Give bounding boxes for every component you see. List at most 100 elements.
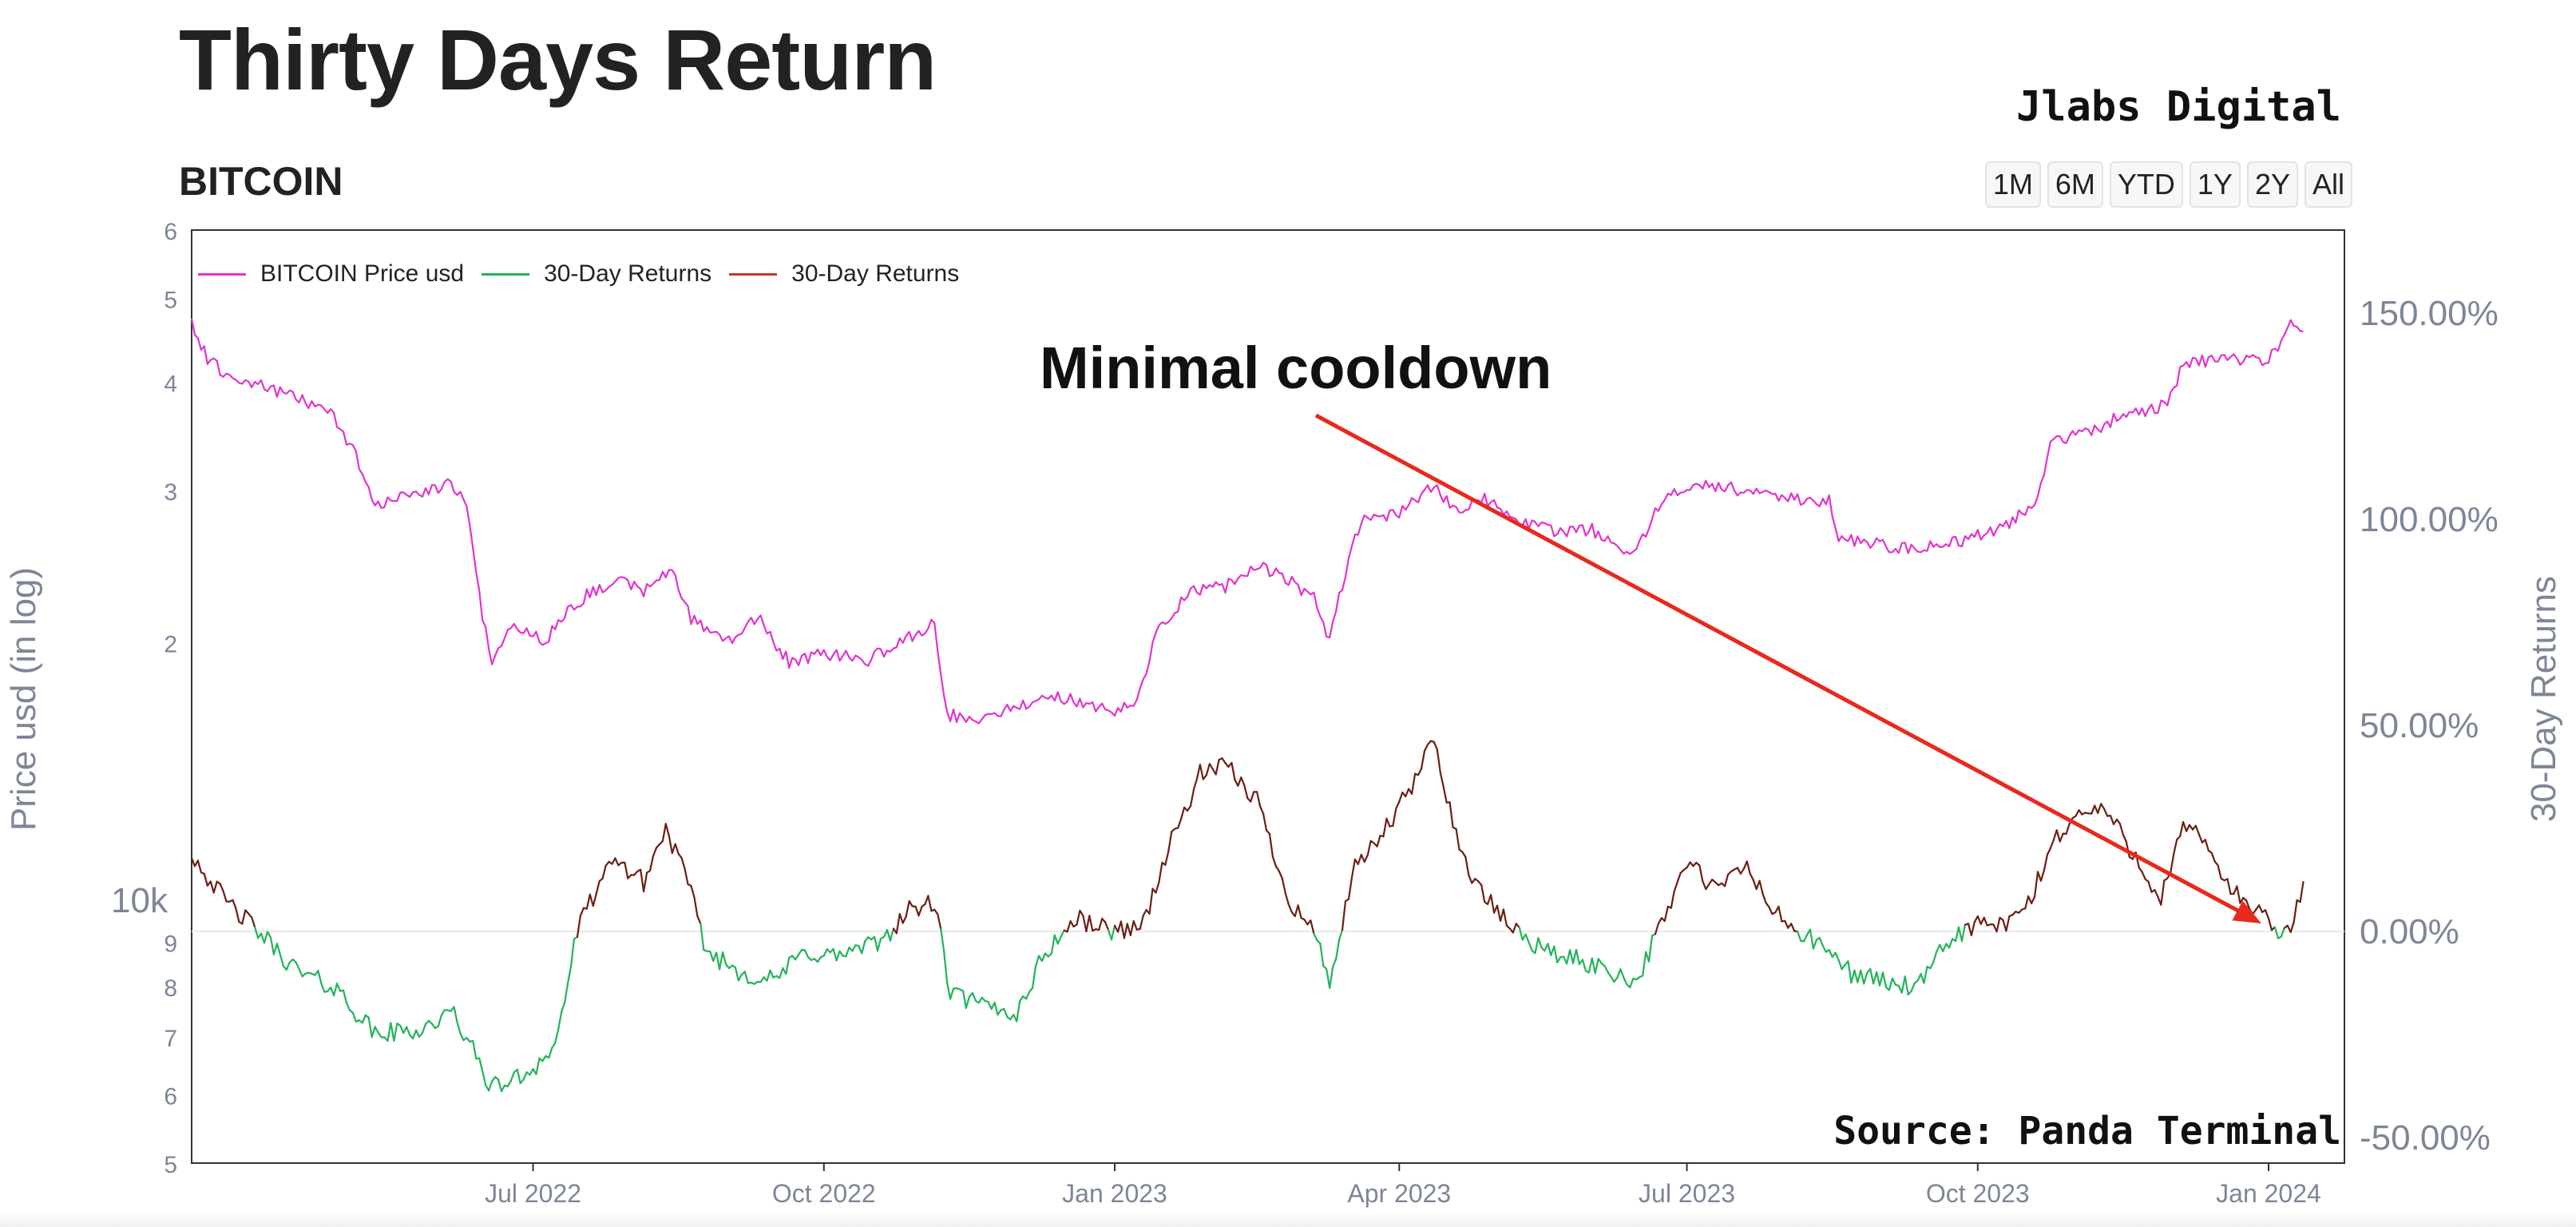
returns-segment — [661, 823, 667, 843]
returns-segment — [1834, 951, 1840, 962]
returns-segment — [351, 1011, 357, 1023]
returns-segment — [2024, 895, 2030, 910]
returns-segment — [1768, 906, 1773, 915]
returns-segment — [1749, 872, 1754, 881]
returns-segment — [1623, 976, 1628, 986]
returns-segment — [1262, 812, 1268, 832]
returns-segment — [1876, 971, 1881, 987]
returns-segment — [1967, 923, 1972, 936]
returns-segment — [993, 1002, 999, 1016]
returns-segment — [1568, 949, 1575, 964]
brand-logo-text: Jlabs Digital — [2016, 83, 2341, 131]
returns-segment — [905, 899, 910, 918]
returns-segment — [371, 1026, 376, 1038]
returns-segment — [1310, 919, 1315, 935]
returns-segment — [1436, 748, 1441, 774]
y-left-tick-label: 5 — [164, 1152, 177, 1178]
returns-segment — [1853, 969, 1859, 983]
returns-segment — [1932, 950, 1938, 963]
returns-segment — [2258, 904, 2264, 914]
returns-segment — [1464, 856, 1470, 876]
range-button-ytd[interactable]: YTD — [2109, 161, 2183, 208]
returns-segment — [1357, 853, 1362, 865]
returns-segment — [1287, 903, 1293, 913]
returns-segment — [2293, 899, 2298, 923]
returns-segment — [816, 956, 822, 963]
returns-segment — [2002, 919, 2007, 932]
returns-segment — [1199, 764, 1204, 780]
returns-segment — [554, 1028, 560, 1044]
x-tick-label: Jul 2023 — [1639, 1179, 1735, 1208]
returns-segment — [390, 1022, 395, 1042]
returns-segment — [1060, 929, 1065, 938]
returns-segment — [1837, 959, 1843, 971]
returns-segment — [1904, 975, 1909, 996]
returns-segment — [1702, 880, 1707, 891]
returns-segment — [1777, 905, 1783, 923]
returns-segment — [648, 855, 655, 872]
returns-segment — [1258, 805, 1265, 815]
returns-segment — [516, 1068, 521, 1085]
returns-segment — [1050, 934, 1056, 955]
returns-segment — [1758, 880, 1764, 895]
returns-segment — [696, 915, 702, 925]
returns-segment — [2094, 804, 2099, 814]
returns-segment — [1442, 785, 1448, 804]
returns-segment — [946, 982, 952, 1000]
returns-segment — [1900, 975, 1906, 994]
returns-segment — [1110, 924, 1116, 941]
returns-segment — [2005, 915, 2011, 932]
returns-segment — [1594, 958, 1599, 975]
plot-frame — [191, 229, 2345, 1164]
returns-segment — [965, 995, 971, 1009]
returns-segment — [876, 937, 882, 952]
returns-segment — [652, 847, 658, 857]
legend-item-returns-negative[interactable]: 30-Day Returns — [482, 260, 711, 288]
legend-label-returns-negative: 30-Day Returns — [544, 260, 712, 287]
range-button-1y[interactable]: 1Y — [2189, 161, 2241, 208]
range-button-6m[interactable]: 6M — [2047, 161, 2103, 208]
returns-segment — [1079, 909, 1084, 917]
returns-segment — [1878, 971, 1884, 987]
y-left-tick-label: 3 — [164, 479, 177, 506]
returns-segment — [721, 951, 727, 966]
x-tick-label: Apr 2023 — [1347, 1179, 1451, 1208]
returns-segment — [1398, 791, 1404, 803]
returns-segment — [497, 1078, 503, 1093]
y-left-tick-label: 6 — [164, 219, 177, 245]
returns-segment — [1673, 880, 1678, 892]
legend-item-returns-positive[interactable]: 30-Day Returns — [729, 260, 959, 288]
returns-segment — [1496, 904, 1502, 922]
returns-segment — [592, 893, 597, 907]
x-tick-label: Jan 2024 — [2216, 1179, 2321, 1208]
returns-segment — [2055, 829, 2061, 843]
returns-segment — [541, 1054, 547, 1062]
returns-segment — [2147, 880, 2153, 893]
returns-segment — [1066, 919, 1072, 933]
x-tick-label: Jan 2023 — [1062, 1179, 1167, 1208]
returns-segment — [374, 1026, 379, 1034]
legend-item-price[interactable]: BITCOIN Price usd — [198, 260, 464, 288]
returns-segment — [1179, 806, 1186, 820]
returns-segment — [949, 987, 955, 1000]
returns-segment — [1888, 977, 1893, 991]
range-button-1m[interactable]: 1M — [1984, 161, 2041, 208]
returns-segment — [1278, 870, 1283, 880]
returns-segment — [285, 961, 291, 971]
returns-segment — [472, 1039, 478, 1060]
returns-segment — [1821, 944, 1827, 953]
returns-segment — [509, 1071, 515, 1082]
returns-segment — [1405, 788, 1410, 798]
range-button-all[interactable]: All — [2304, 161, 2352, 208]
returns-segment — [1881, 971, 1888, 989]
returns-segment — [640, 868, 645, 893]
price-line — [190, 318, 2304, 725]
returns-segment — [1873, 971, 1878, 985]
returns-segment — [1818, 936, 1824, 947]
returns-segment — [2122, 833, 2127, 843]
returns-segment — [1587, 957, 1593, 974]
returns-segment — [1676, 872, 1682, 884]
returns-segment — [1031, 965, 1037, 989]
range-button-2y[interactable]: 2Y — [2246, 161, 2298, 208]
returns-segment — [2267, 917, 2273, 931]
